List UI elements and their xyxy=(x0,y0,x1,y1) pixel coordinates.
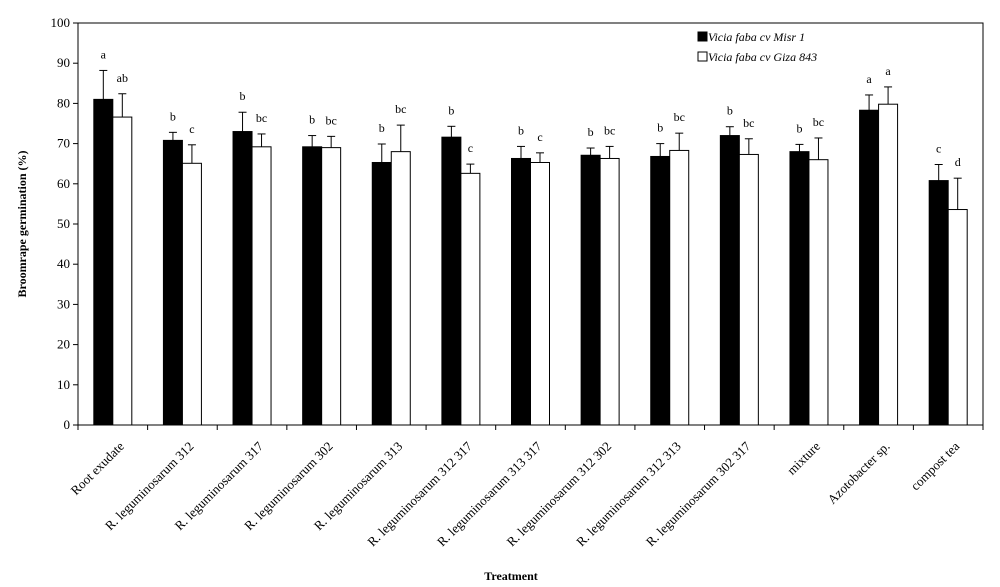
x-tick-label: mixture xyxy=(784,438,823,477)
significance-label: b xyxy=(727,104,733,118)
bar xyxy=(181,162,202,426)
bar xyxy=(859,109,880,426)
legend-swatch-giza-843 xyxy=(697,51,708,62)
significance-label: bc xyxy=(674,110,685,124)
bar xyxy=(441,136,462,426)
y-tick-label: 70 xyxy=(57,136,70,151)
legend-label-giza-843: Vicia faba cv Giza 843 xyxy=(708,50,817,64)
significance-label: d xyxy=(955,155,961,169)
bar xyxy=(162,139,183,426)
bar xyxy=(650,155,671,426)
significance-label: b xyxy=(518,123,524,137)
significance-label: b xyxy=(309,113,315,127)
legend: Vicia faba cv Misr 1 Vicia faba cv Giza … xyxy=(697,30,817,64)
significance-label: c xyxy=(537,130,542,144)
significance-label: a xyxy=(885,64,891,78)
bar xyxy=(580,154,601,426)
bar xyxy=(928,180,949,426)
significance-label: c xyxy=(189,122,194,136)
significance-label: c xyxy=(468,141,473,155)
significance-label: b xyxy=(240,89,246,103)
significance-label: b xyxy=(379,121,385,135)
bar xyxy=(808,159,829,426)
y-tick-label: 60 xyxy=(57,176,70,191)
bar xyxy=(947,209,968,426)
bar xyxy=(460,172,481,426)
y-tick-label: 30 xyxy=(57,296,70,311)
x-tick-label: Azotobacter sp. xyxy=(824,439,892,507)
y-tick-label: 90 xyxy=(57,55,70,70)
y-tick-label: 0 xyxy=(64,417,71,432)
y-axis-title: Broomrape germination (%) xyxy=(15,150,29,297)
significance-label: b xyxy=(657,121,663,135)
y-tick-label: 40 xyxy=(57,256,70,271)
significance-label: b xyxy=(448,103,454,117)
significance-label: bc xyxy=(813,115,824,129)
legend-label-misr-1: Vicia faba cv Misr 1 xyxy=(708,30,805,44)
bar xyxy=(321,147,342,426)
significance-label: b xyxy=(796,121,802,135)
x-tick-label: Root exudate xyxy=(68,438,128,498)
significance-label: bc xyxy=(743,116,754,130)
significance-label: bc xyxy=(256,111,267,125)
y-tick-label: 80 xyxy=(57,95,70,110)
y-tick-label: 20 xyxy=(57,337,70,352)
bar xyxy=(738,153,759,426)
bar xyxy=(251,146,272,426)
y-tick-label: 100 xyxy=(51,15,71,30)
bar xyxy=(302,146,323,426)
bar xyxy=(511,157,531,426)
bar xyxy=(599,157,620,426)
significance-label: bc xyxy=(395,102,406,116)
bar xyxy=(390,151,411,426)
significance-label: bc xyxy=(325,113,336,127)
bar xyxy=(878,103,899,426)
significance-label: bc xyxy=(604,123,615,137)
legend-swatch-misr-1 xyxy=(697,31,708,42)
x-tick-label: compost tea xyxy=(908,438,963,493)
bar xyxy=(669,149,690,426)
bar xyxy=(232,131,253,426)
bar xyxy=(789,151,810,426)
y-tick-label: 50 xyxy=(57,216,70,231)
significance-label: b xyxy=(170,109,176,123)
x-axis-title: Treatment xyxy=(484,569,538,583)
bar xyxy=(530,161,550,426)
y-tick-label: 10 xyxy=(57,377,70,392)
bar xyxy=(371,161,392,426)
bar xyxy=(719,135,740,426)
significance-label: c xyxy=(936,142,941,156)
significance-label: a xyxy=(866,72,872,86)
significance-label: a xyxy=(101,47,107,61)
bar xyxy=(93,98,114,426)
bar xyxy=(112,116,133,426)
significance-label: b xyxy=(588,125,594,139)
significance-label: ab xyxy=(117,71,128,85)
